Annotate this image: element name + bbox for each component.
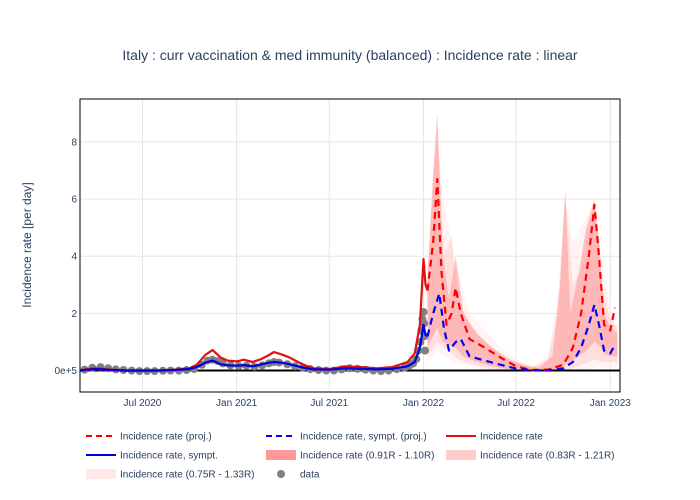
legend-swatch — [277, 470, 285, 478]
legend-label: data — [300, 470, 320, 481]
y-tick-label: 0e+5 — [54, 366, 77, 377]
series-line-3 — [426, 292, 616, 372]
legend-swatch — [266, 450, 296, 460]
legend-label: Incidence rate, sympt. — [120, 451, 218, 462]
legend-swatch — [446, 450, 476, 460]
y-tick-label: 8 — [71, 137, 77, 148]
plot-frame — [79, 98, 621, 393]
data-point — [421, 346, 429, 355]
chart-title: Italy : curr vaccination & med immunity … — [122, 47, 578, 63]
y-tick-label: 2 — [71, 309, 77, 320]
y-tick-label: 4 — [71, 252, 77, 263]
y-axis-ticks: 0e+5 2 4 6 8 — [54, 137, 77, 377]
x-tick-label: Jul 2022 — [497, 398, 535, 409]
x-axis-ticks: Jul 2020 Jan 2021 Jul 2021 Jan 2022 Jul 2022… — [124, 398, 632, 409]
band-2 — [427, 113, 618, 371]
legend-label: Incidence rate (proj.) — [120, 432, 212, 443]
legend-label: Incidence rate, sympt. (proj.) — [300, 432, 427, 443]
x-tick-label: Jan 2021 — [216, 398, 258, 409]
y-axis-title: Incidence rate [per day] — [20, 182, 34, 307]
series-line-1 — [79, 323, 429, 372]
x-tick-label: Jul 2020 — [124, 398, 162, 409]
confidence-bands — [427, 113, 618, 371]
x-tick-label: Jan 2023 — [590, 398, 632, 409]
legend-item: Incidence rate, sympt. — [86, 451, 218, 462]
legend-label: Incidence rate (0.75R - 1.33R) — [120, 470, 255, 481]
legend-item: Incidence rate (0.83R - 1.21R) — [446, 450, 615, 462]
legend-item: Incidence rate (proj.) — [86, 432, 212, 443]
legend-item: data — [277, 470, 320, 481]
legend-label: Incidence rate — [480, 432, 543, 443]
data-point — [420, 319, 428, 328]
legend-item: Incidence rate (0.75R - 1.33R) — [86, 469, 255, 481]
plot-background — [80, 99, 620, 392]
legend-item: Incidence rate — [446, 432, 543, 443]
plot-area — [79, 98, 621, 393]
y-tick-label: 6 — [71, 195, 77, 206]
x-tick-label: Jul 2021 — [310, 398, 348, 409]
legend-label: Incidence rate (0.91R - 1.10R) — [300, 451, 435, 462]
legend-label: Incidence rate (0.83R - 1.21R) — [480, 451, 615, 462]
x-tick-label: Jan 2022 — [403, 398, 445, 409]
legend-swatch — [86, 469, 116, 479]
legend-item: Incidence rate (0.91R - 1.10R) — [266, 450, 435, 462]
legend: Incidence rate (proj.) Incidence rate, sy… — [86, 432, 615, 481]
legend-item: Incidence rate, sympt. (proj.) — [266, 432, 427, 443]
series-lines — [79, 177, 616, 372]
